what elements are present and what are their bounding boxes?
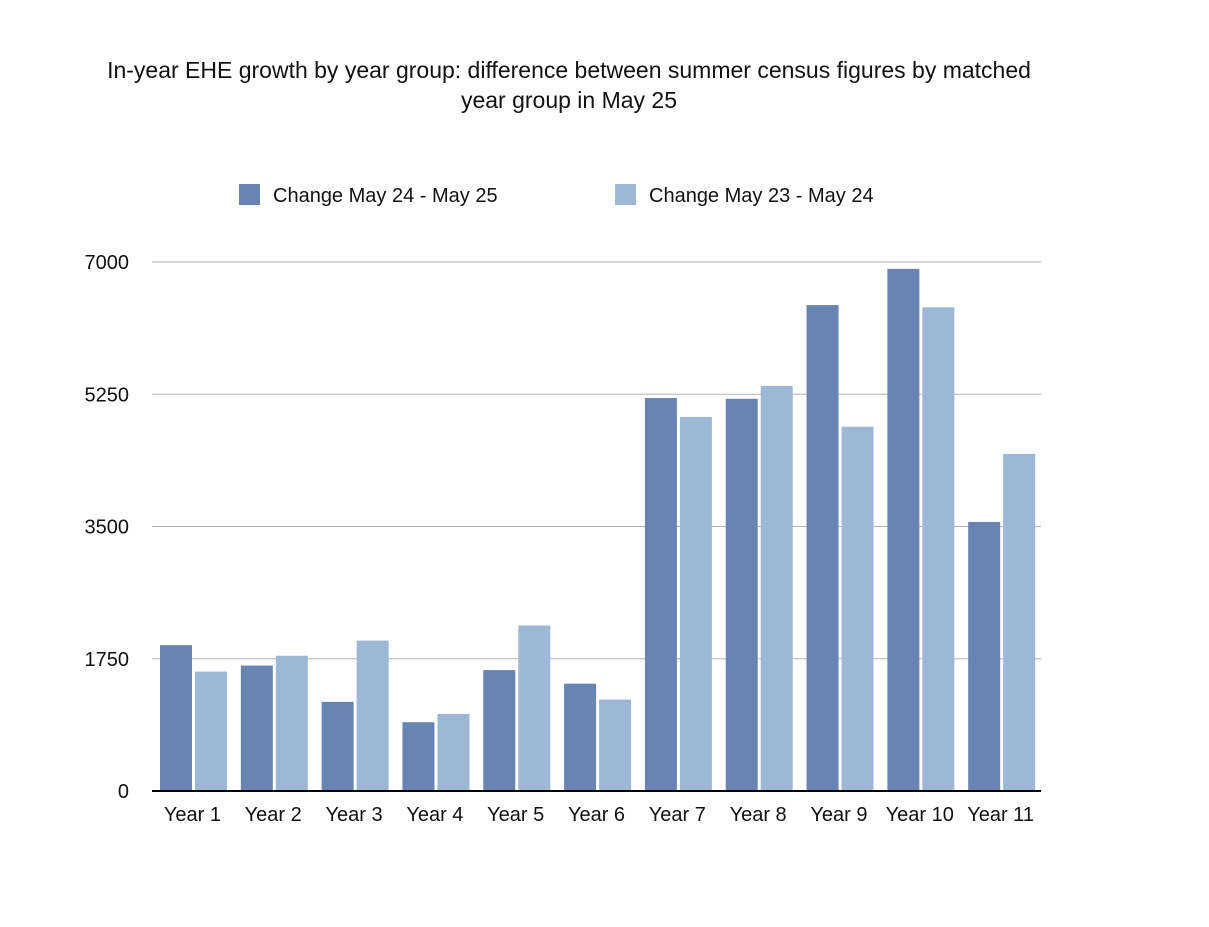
legend-label-series-1: Change May 24 - May 25 [273, 185, 498, 207]
bar-year-5-series-2 [518, 625, 551, 791]
bar-year-7-series-2 [679, 416, 712, 791]
y-tick-label: 1750 [85, 649, 130, 671]
x-tick-label: Year 2 [245, 804, 302, 826]
x-tick-label: Year 7 [649, 804, 706, 826]
chart-title-line-2: year group in May 25 [461, 87, 677, 113]
x-tick-label: Year 10 [886, 804, 954, 826]
bar-year-11-series-2 [1003, 453, 1036, 791]
x-tick-label: Year 6 [568, 804, 625, 826]
bar-year-6-series-2 [599, 699, 632, 791]
bar-year-3-series-1 [321, 701, 354, 791]
bar-year-1-series-2 [195, 671, 227, 791]
x-tick-label: Year 4 [406, 804, 463, 826]
bar-year-4-series-2 [437, 713, 470, 791]
x-tick-label: Year 5 [487, 804, 544, 826]
legend-swatch-series-2 [615, 184, 636, 205]
x-tick-label: Year 8 [730, 804, 787, 826]
bar-year-5-series-1 [483, 670, 516, 791]
bar-year-10-series-2 [922, 307, 955, 791]
bar-year-8-series-2 [760, 385, 793, 791]
x-tick-label: Year 11 [967, 804, 1034, 826]
bar-year-10-series-1 [887, 268, 920, 792]
bar-year-7-series-1 [644, 398, 677, 791]
x-tick-label: Year 9 [810, 804, 867, 826]
chart-title-line-1: In-year EHE growth by year group: differ… [107, 57, 1031, 83]
chart-title: In-year EHE growth by year group: differ… [107, 57, 1031, 113]
legend: Change May 24 - May 25 Change May 23 - M… [239, 184, 874, 207]
x-axis-ticks: Year 1 Year 2 Year 3 Year 4 Year 5 Year 6 Year… [164, 804, 1034, 826]
bar-year-1-series-1 [160, 645, 192, 791]
legend-swatch-series-1 [239, 184, 260, 205]
bar-year-9-series-1 [806, 305, 839, 791]
bar-year-2-series-2 [275, 655, 308, 791]
y-tick-label: 3500 [85, 517, 130, 539]
bar-year-8-series-1 [725, 398, 758, 791]
bar-year-9-series-2 [841, 426, 874, 791]
y-tick-label: 7000 [85, 252, 130, 274]
y-tick-label: 0 [118, 781, 129, 803]
x-tick-label: Year 3 [325, 804, 382, 826]
bar-year-11-series-1 [968, 521, 1001, 791]
y-axis-ticks: 0 1750 3500 5250 7000 [85, 252, 130, 803]
bars [160, 268, 1036, 792]
bar-year-4-series-1 [402, 722, 435, 791]
bar-year-3-series-2 [356, 640, 389, 791]
bar-year-6-series-1 [564, 683, 597, 791]
legend-label-series-2: Change May 23 - May 24 [649, 185, 874, 207]
y-tick-label: 5250 [85, 384, 130, 406]
bar-year-2-series-1 [240, 665, 273, 791]
x-tick-label: Year 1 [164, 804, 221, 826]
